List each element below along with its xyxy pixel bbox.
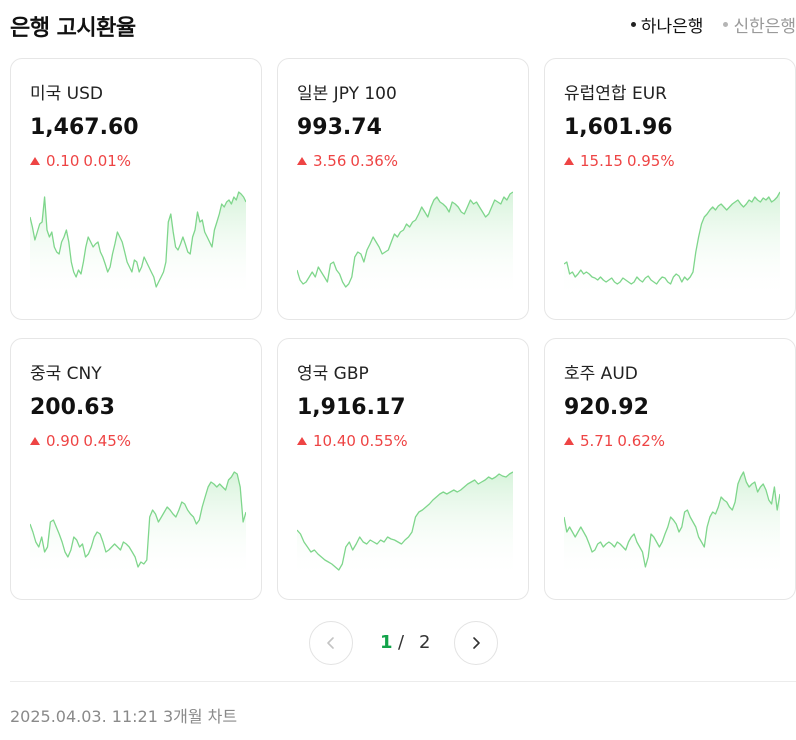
sparkline-chart: [30, 191, 246, 299]
sparkline-chart: [30, 471, 246, 579]
sparkline-area: [564, 192, 780, 299]
change-amount: 0.90: [46, 432, 80, 450]
exchange-rate: 200.63: [30, 395, 115, 420]
currency-name: 호주 AUD: [564, 364, 638, 384]
sparkline-area: [297, 192, 513, 299]
sparkline-line: [564, 471, 780, 568]
exchange-rate: 1,916.17: [297, 395, 406, 420]
divider: [10, 681, 796, 682]
currency-name: 미국 USD: [30, 84, 104, 104]
currency-card-cny[interactable]: 중국 CNY 200.63 0.90 0.45%: [10, 338, 262, 600]
bank-tab-label: 하나은행: [640, 17, 704, 37]
rate-change: 0.90 0.45%: [30, 432, 131, 450]
sparkline-line: [30, 191, 246, 288]
sparkline-chart: [297, 471, 513, 579]
change-amount: 3.56: [313, 152, 347, 170]
currency-name: 중국 CNY: [30, 364, 102, 384]
up-arrow-icon: [564, 157, 574, 165]
chart-timestamp: 2025.04.03. 11:21 3개월 차트: [10, 707, 238, 726]
total-pages: 2: [419, 632, 431, 653]
change-percent: 0.01%: [83, 152, 132, 170]
sparkline-line: [30, 471, 246, 568]
bank-tab-hana[interactable]: 하나은행: [630, 12, 704, 37]
header: 은행 고시환율 하나은행 신한은행: [0, 0, 796, 50]
chevron-right-icon: [473, 637, 480, 649]
page-title: 은행 고시환율: [10, 16, 136, 41]
sparkline-area: [30, 192, 246, 299]
change-percent: 0.55%: [359, 432, 408, 450]
bank-tab-shinhan[interactable]: 신한은행: [723, 12, 796, 37]
rate-change: 15.15 0.95%: [564, 152, 675, 170]
sparkline-area: [297, 472, 513, 579]
next-page-button[interactable]: [454, 621, 498, 665]
sparkline-chart: [564, 191, 780, 299]
sparkline-area: [30, 472, 246, 579]
rate-change: 10.40 0.55%: [297, 432, 408, 450]
change-percent: 0.62%: [617, 432, 666, 450]
chevron-left-icon: [327, 637, 334, 649]
up-arrow-icon: [297, 157, 307, 165]
change-percent: 0.36%: [350, 152, 399, 170]
sparkline-line: [564, 191, 780, 285]
change-amount: 0.10: [46, 152, 80, 170]
previous-page-button[interactable]: [309, 621, 353, 665]
currency-name: 영국 GBP: [297, 364, 369, 384]
currency-card-aud[interactable]: 호주 AUD 920.92 5.71 0.62%: [544, 338, 796, 600]
up-arrow-icon: [30, 157, 40, 165]
currency-card-usd[interactable]: 미국 USD 1,467.60 0.10 0.01%: [10, 58, 262, 320]
change-amount: 5.71: [580, 432, 614, 450]
change-amount: 15.15: [580, 152, 623, 170]
pagination: 1 / 2: [309, 621, 499, 667]
sparkline-chart: [297, 191, 513, 299]
exchange-rate: 920.92: [564, 395, 649, 420]
page-separator: /: [398, 632, 405, 653]
rate-change: 0.10 0.01%: [30, 152, 131, 170]
sparkline-area: [564, 472, 780, 579]
bank-tab-label: 신한은행: [733, 17, 796, 37]
sparkline-chart: [564, 471, 780, 579]
change-percent: 0.95%: [626, 152, 675, 170]
up-arrow-icon: [30, 437, 40, 445]
rate-change: 5.71 0.62%: [564, 432, 665, 450]
change-amount: 10.40: [313, 432, 356, 450]
change-percent: 0.45%: [83, 432, 132, 450]
currency-card-gbp[interactable]: 영국 GBP 1,916.17 10.40 0.55%: [277, 338, 529, 600]
exchange-rate: 993.74: [297, 115, 382, 140]
currency-name: 일본 JPY 100: [297, 84, 397, 104]
bullet-icon: [630, 22, 636, 27]
currency-name: 유럽연합 EUR: [564, 84, 667, 104]
sparkline-line: [297, 191, 513, 288]
up-arrow-icon: [564, 437, 574, 445]
bank-tabs: 하나은행 신한은행: [630, 12, 796, 37]
sparkline-line: [297, 471, 513, 571]
rate-change: 3.56 0.36%: [297, 152, 398, 170]
currency-card-jpy[interactable]: 일본 JPY 100 993.74 3.56 0.36%: [277, 58, 529, 320]
bullet-icon: [723, 22, 729, 27]
exchange-rate: 1,467.60: [30, 115, 139, 140]
current-page: 1: [380, 632, 393, 653]
currency-card-eur[interactable]: 유럽연합 EUR 1,601.96 15.15 0.95%: [544, 58, 796, 320]
up-arrow-icon: [297, 437, 307, 445]
exchange-rate: 1,601.96: [564, 115, 673, 140]
